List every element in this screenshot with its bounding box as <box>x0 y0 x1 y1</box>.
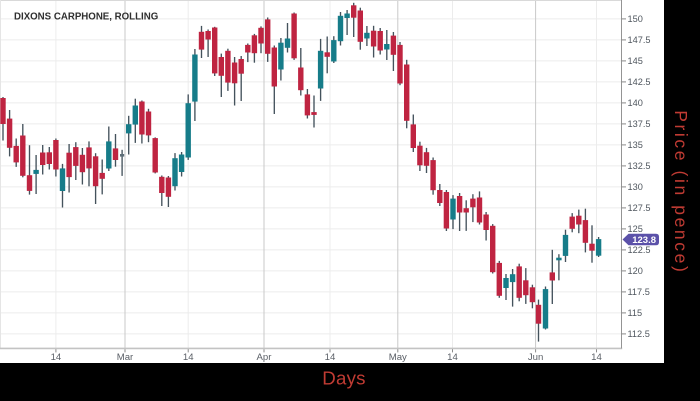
svg-text:127.5: 127.5 <box>628 203 651 213</box>
svg-text:142.5: 142.5 <box>628 77 651 87</box>
svg-text:137.5: 137.5 <box>628 119 651 129</box>
svg-text:120: 120 <box>628 266 643 276</box>
svg-text:147.5: 147.5 <box>628 35 651 45</box>
svg-text:14: 14 <box>325 352 336 363</box>
svg-text:125: 125 <box>628 224 643 234</box>
svg-text:DIXONS CARPHONE, ROLLING: DIXONS CARPHONE, ROLLING <box>14 12 158 23</box>
svg-text:Days: Days <box>322 368 365 389</box>
svg-text:132.5: 132.5 <box>628 161 651 171</box>
svg-text:May: May <box>389 352 407 363</box>
svg-text:Jun: Jun <box>528 352 543 363</box>
svg-text:Mar: Mar <box>117 352 134 363</box>
svg-text:Price (in pence): Price (in pence) <box>671 110 691 274</box>
svg-text:14: 14 <box>447 352 458 363</box>
svg-text:115: 115 <box>628 308 643 318</box>
svg-text:Apr: Apr <box>257 352 273 363</box>
svg-text:130: 130 <box>628 182 643 192</box>
svg-text:112.5: 112.5 <box>628 329 650 339</box>
svg-text:14: 14 <box>51 352 62 363</box>
svg-text:117.5: 117.5 <box>628 287 650 297</box>
svg-text:14: 14 <box>591 352 602 363</box>
svg-text:135: 135 <box>628 140 643 150</box>
svg-text:123.8: 123.8 <box>632 235 656 246</box>
svg-text:140: 140 <box>628 98 643 108</box>
svg-text:122.5: 122.5 <box>628 245 651 255</box>
svg-text:145: 145 <box>628 56 643 66</box>
svg-text:150: 150 <box>628 14 643 24</box>
svg-text:14: 14 <box>183 352 194 363</box>
